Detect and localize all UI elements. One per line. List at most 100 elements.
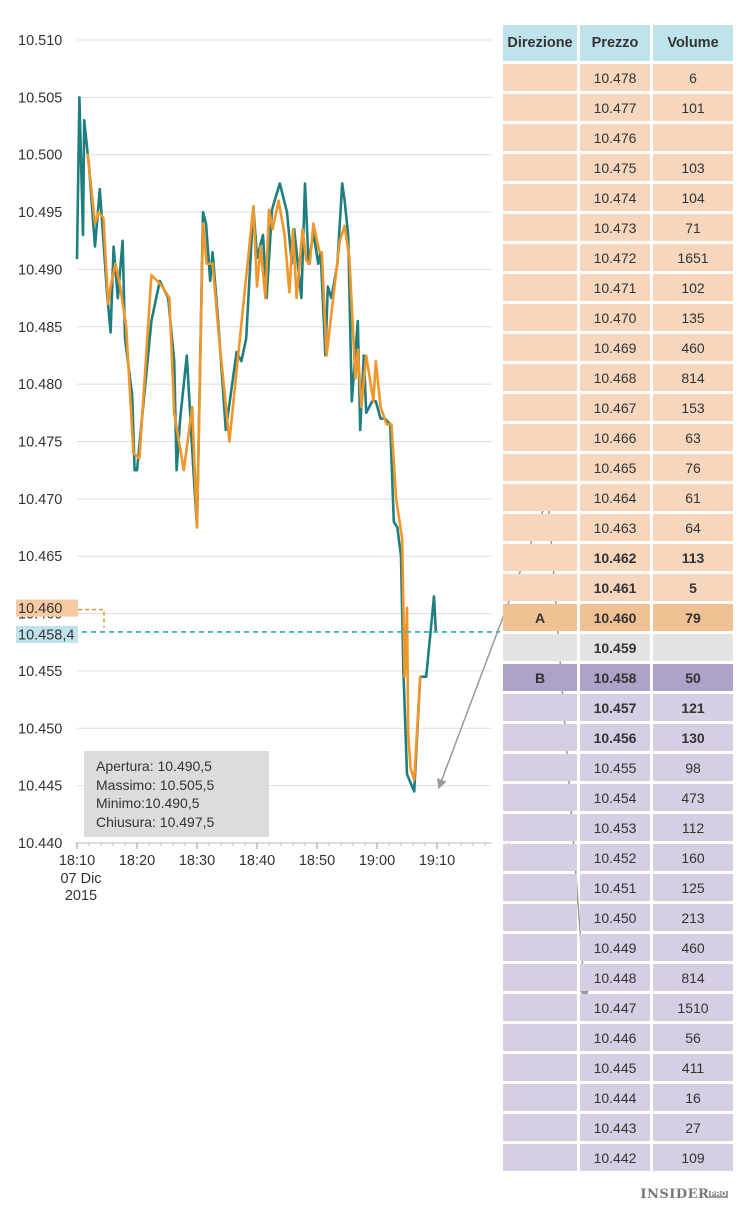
volume-cell: 104 xyxy=(653,184,733,211)
direction-cell xyxy=(503,784,577,811)
direction-cell xyxy=(503,154,577,181)
x-date-label: 2015 xyxy=(65,888,97,904)
table-row: 10.442 109 xyxy=(503,1144,733,1171)
price-cell: 10.476 xyxy=(580,124,650,151)
x-tick-label: 18:40 xyxy=(239,853,275,869)
table-row: 10.470 135 xyxy=(503,304,733,331)
x-tick-label: 19:10 xyxy=(419,853,455,869)
volume-cell: 814 xyxy=(653,364,733,391)
y-tick-label: 10.485 xyxy=(18,320,62,336)
brand-suffix: PRO xyxy=(709,1191,728,1198)
table-row: 10.456 130 xyxy=(503,724,733,751)
price-cell: 10.464 xyxy=(580,484,650,511)
volume-cell: 56 xyxy=(653,1024,733,1051)
volume-cell: 121 xyxy=(653,694,733,721)
volume-cell: 113 xyxy=(653,544,733,571)
direction-cell xyxy=(503,454,577,481)
price-cell: 10.461 xyxy=(580,574,650,601)
volume-cell: 460 xyxy=(653,334,733,361)
table-row: 10.455 98 xyxy=(503,754,733,781)
y-tick-label: 10.500 xyxy=(18,148,62,164)
y-tick-label: 10.450 xyxy=(18,721,62,737)
y-tick-label: 10.505 xyxy=(18,90,62,106)
y-tick-label: 10.445 xyxy=(18,779,62,795)
table-row: 10.476 xyxy=(503,124,733,151)
table-row: 10.454 473 xyxy=(503,784,733,811)
direction-cell xyxy=(503,364,577,391)
price-cell: 10.446 xyxy=(580,1024,650,1051)
price-marker-label: 10.460 xyxy=(18,601,62,617)
table-row: 10.473 71 xyxy=(503,214,733,241)
table-row: 10.469 460 xyxy=(503,334,733,361)
ohlc-info-box: Apertura: 10.490,5 Massimo: 10.505,5 Min… xyxy=(84,751,269,837)
volume-cell: 160 xyxy=(653,844,733,871)
table-row: 10.466 63 xyxy=(503,424,733,451)
x-tick-label: 18:30 xyxy=(179,853,215,869)
direction-cell xyxy=(503,244,577,271)
x-date-label: 07 Dic xyxy=(60,871,101,887)
table-row: 10.461 5 xyxy=(503,574,733,601)
price-cell: 10.475 xyxy=(580,154,650,181)
price-cell: 10.470 xyxy=(580,304,650,331)
y-tick-label: 10.440 xyxy=(18,836,62,852)
price-series-line xyxy=(75,96,438,793)
y-tick-label: 10.470 xyxy=(18,492,62,508)
high-price-label: Massimo: 10.505,5 xyxy=(96,776,215,793)
table-row: 10.464 61 xyxy=(503,484,733,511)
volume-cell: 79 xyxy=(653,604,733,631)
brand-logo: INSIDERPRO xyxy=(640,1187,728,1202)
y-tick-label: 10.490 xyxy=(18,262,62,278)
price-cell: 10.451 xyxy=(580,874,650,901)
volume-cell: 102 xyxy=(653,274,733,301)
table-row: 10.459 xyxy=(503,634,733,661)
y-tick-label: 10.480 xyxy=(18,377,62,393)
volume-cell: 101 xyxy=(653,94,733,121)
table-row: 10.477 101 xyxy=(503,94,733,121)
volume-cell: 411 xyxy=(653,1054,733,1081)
table-row: 10.451 125 xyxy=(503,874,733,901)
volume-cell: 76 xyxy=(653,454,733,481)
price-cell: 10.448 xyxy=(580,964,650,991)
price-cell: 10.453 xyxy=(580,814,650,841)
table-row: 10.447 1510 xyxy=(503,994,733,1021)
table-row: 10.446 56 xyxy=(503,1024,733,1051)
direction-cell xyxy=(503,724,577,751)
table-row: A 10.460 79 xyxy=(503,604,733,631)
direction-cell xyxy=(503,544,577,571)
volume-cell: 814 xyxy=(653,964,733,991)
header-volume: Volume xyxy=(653,25,733,61)
table-row: 10.472 1651 xyxy=(503,244,733,271)
direction-cell xyxy=(503,514,577,541)
price-cell: 10.443 xyxy=(580,1114,650,1141)
price-cell: 10.469 xyxy=(580,334,650,361)
table-row: 10.478 6 xyxy=(503,64,733,91)
price-cell: 10.467 xyxy=(580,394,650,421)
direction-cell xyxy=(503,814,577,841)
direction-cell xyxy=(503,64,577,91)
table-row: 10.445 411 xyxy=(503,1054,733,1081)
direction-cell: B xyxy=(503,664,577,691)
price-marker-box xyxy=(16,599,78,617)
price-cell: 10.456 xyxy=(580,724,650,751)
table-header-row: Direzione Prezzo Volume xyxy=(503,25,733,61)
direction-cell xyxy=(503,1144,577,1171)
direction-cell xyxy=(503,334,577,361)
price-cell: 10.458 xyxy=(580,664,650,691)
y-tick-label: 10.455 xyxy=(18,664,62,680)
direction-cell xyxy=(503,574,577,601)
price-cell: 10.449 xyxy=(580,934,650,961)
direction-cell xyxy=(503,124,577,151)
volume-cell: 64 xyxy=(653,514,733,541)
price-cell: 10.454 xyxy=(580,784,650,811)
low-price-label: Minimo:10.490,5 xyxy=(96,795,200,811)
direction-cell xyxy=(503,694,577,721)
table-row: 10.452 160 xyxy=(503,844,733,871)
direction-cell xyxy=(503,274,577,301)
price-cell: 10.445 xyxy=(580,1054,650,1081)
table-row: 10.443 27 xyxy=(503,1114,733,1141)
x-tick-label: 18:10 xyxy=(59,853,95,869)
overlay-series-line xyxy=(86,153,422,782)
price-cell: 10.473 xyxy=(580,214,650,241)
table-row: 10.453 112 xyxy=(503,814,733,841)
direction-cell xyxy=(503,484,577,511)
